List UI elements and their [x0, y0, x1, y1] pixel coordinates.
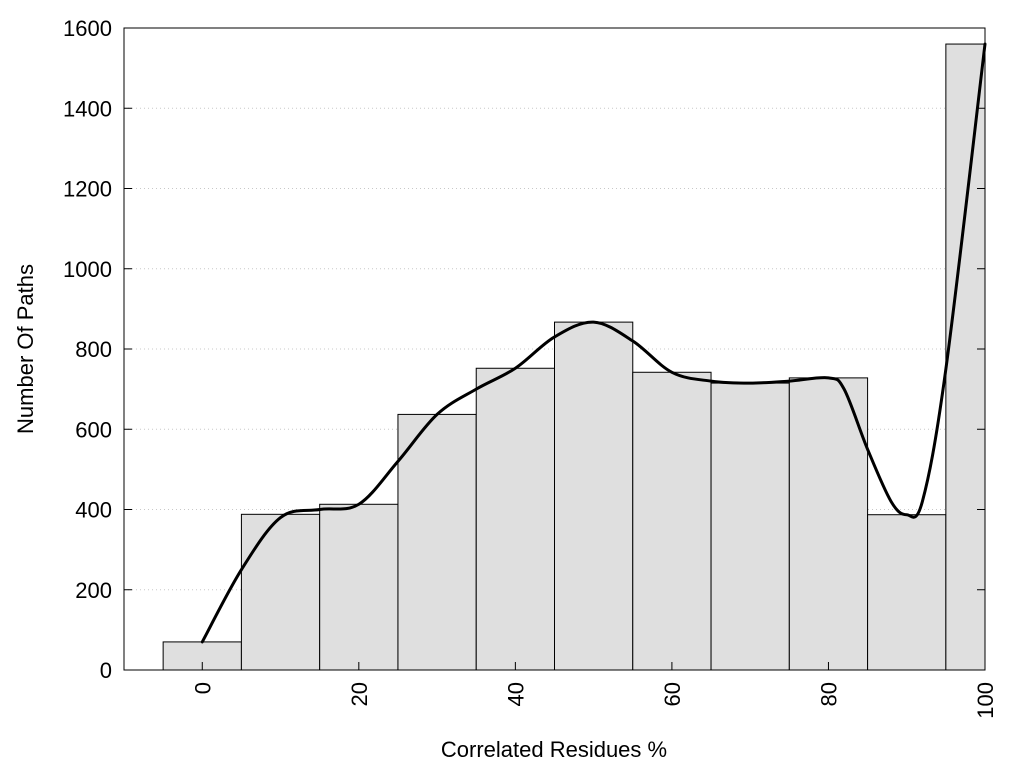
x-tick-label: 100 [973, 682, 998, 719]
histogram-bar [710, 382, 790, 671]
histogram-bar [554, 321, 634, 671]
y-tick-label: 800 [75, 337, 112, 362]
x-tick-label: 20 [347, 682, 372, 706]
histogram-bar [632, 371, 712, 671]
histogram-bar [397, 413, 477, 671]
y-axis-ticks: 0 200 400 600 800 1000 1200 1400 1600 [63, 16, 985, 683]
x-tick-label: 60 [660, 682, 685, 706]
y-tick-label: 0 [100, 658, 112, 683]
y-tick-label: 200 [75, 578, 112, 603]
smooth-curve [200, 42, 987, 644]
y-axis-label: Number Of Paths [13, 264, 38, 434]
x-axis-ticks: 0 20 40 60 80 100 [190, 662, 998, 719]
histogram-bar [475, 367, 555, 671]
histogram-bar [319, 503, 399, 671]
x-tick-label: 40 [503, 682, 528, 706]
y-tick-label: 1000 [63, 257, 112, 282]
histogram-bar [867, 514, 947, 671]
x-axis-label: Correlated Residues % [441, 737, 667, 762]
y-tick-label: 600 [75, 417, 112, 442]
histogram-bar [788, 377, 869, 671]
histogram-bar [240, 513, 321, 671]
y-tick-label: 1400 [63, 96, 112, 121]
y-tick-label: 1600 [63, 16, 112, 41]
histogram-bar [945, 43, 986, 671]
x-tick-label: 0 [190, 682, 215, 694]
y-tick-label: 1200 [63, 177, 112, 202]
y-tick-label: 400 [75, 498, 112, 523]
histogram-bars [162, 43, 986, 671]
x-tick-label: 80 [816, 682, 841, 706]
